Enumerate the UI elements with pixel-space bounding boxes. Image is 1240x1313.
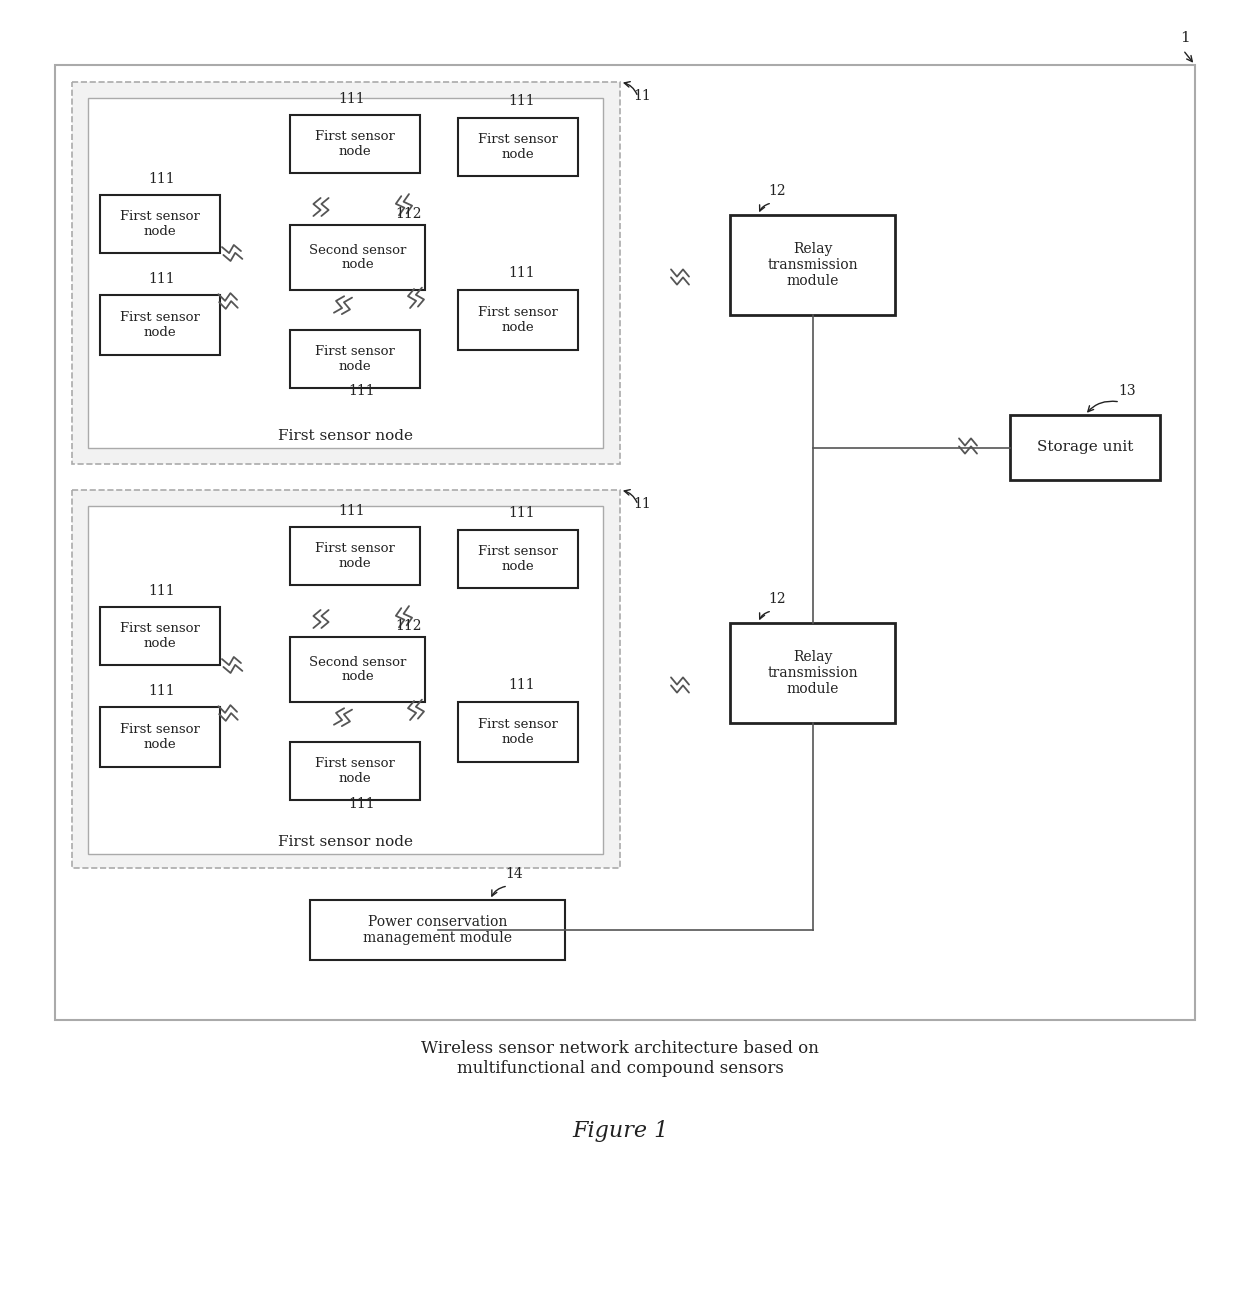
Bar bbox=[55, 66, 1195, 1020]
Text: 111: 111 bbox=[508, 267, 534, 280]
Bar bbox=[100, 295, 219, 355]
Text: 11: 11 bbox=[632, 498, 651, 511]
Text: 1: 1 bbox=[1180, 32, 1189, 45]
Text: Power conservation
management module: Power conservation management module bbox=[363, 915, 512, 945]
Text: 12: 12 bbox=[768, 592, 786, 607]
Bar bbox=[72, 81, 620, 463]
Text: Storage unit: Storage unit bbox=[1037, 440, 1133, 454]
Bar bbox=[290, 116, 420, 173]
Text: 12: 12 bbox=[768, 184, 786, 198]
Text: Relay
transmission
module: Relay transmission module bbox=[768, 650, 858, 696]
Text: First sensor node: First sensor node bbox=[278, 835, 413, 850]
Bar bbox=[290, 637, 425, 702]
Text: First sensor
node: First sensor node bbox=[120, 210, 200, 238]
Text: First sensor
node: First sensor node bbox=[315, 345, 394, 373]
Bar bbox=[310, 899, 565, 960]
Text: First sensor
node: First sensor node bbox=[120, 622, 200, 650]
Bar bbox=[88, 506, 603, 853]
Bar bbox=[730, 622, 895, 723]
Text: Relay
transmission
module: Relay transmission module bbox=[768, 242, 858, 288]
Text: First sensor
node: First sensor node bbox=[479, 306, 558, 334]
Bar bbox=[1011, 415, 1159, 481]
Bar bbox=[100, 706, 219, 767]
Text: 11: 11 bbox=[632, 89, 651, 102]
Bar bbox=[458, 290, 578, 351]
Text: 112: 112 bbox=[396, 207, 422, 221]
Bar bbox=[730, 215, 895, 315]
Bar bbox=[100, 196, 219, 253]
Text: Second sensor
node: Second sensor node bbox=[309, 243, 407, 272]
Text: First sensor
node: First sensor node bbox=[120, 311, 200, 339]
Text: First sensor
node: First sensor node bbox=[315, 130, 394, 158]
Text: First sensor
node: First sensor node bbox=[479, 545, 558, 572]
Text: 111: 111 bbox=[508, 678, 534, 692]
Bar bbox=[100, 607, 219, 664]
Text: First sensor
node: First sensor node bbox=[120, 723, 200, 751]
Bar bbox=[290, 527, 420, 586]
Text: 111: 111 bbox=[148, 272, 175, 286]
Bar bbox=[290, 225, 425, 290]
Text: 111: 111 bbox=[148, 584, 175, 597]
Text: Wireless sensor network architecture based on
multifunctional and compound senso: Wireless sensor network architecture bas… bbox=[422, 1040, 818, 1077]
Bar bbox=[88, 98, 603, 448]
Text: 111: 111 bbox=[508, 506, 534, 520]
Text: 111: 111 bbox=[348, 797, 374, 811]
Bar bbox=[290, 330, 420, 389]
Bar bbox=[72, 490, 620, 868]
Text: 111: 111 bbox=[339, 92, 365, 106]
Text: 13: 13 bbox=[1118, 383, 1136, 398]
Bar bbox=[458, 530, 578, 588]
Text: 111: 111 bbox=[348, 383, 374, 398]
Text: 14: 14 bbox=[505, 867, 523, 881]
Text: 112: 112 bbox=[396, 618, 422, 633]
Text: 111: 111 bbox=[508, 95, 534, 108]
Text: First sensor
node: First sensor node bbox=[479, 133, 558, 161]
Text: 111: 111 bbox=[148, 684, 175, 699]
Text: First sensor
node: First sensor node bbox=[479, 718, 558, 746]
Text: First sensor
node: First sensor node bbox=[315, 758, 394, 785]
Text: First sensor
node: First sensor node bbox=[315, 542, 394, 570]
Text: 111: 111 bbox=[339, 504, 365, 519]
Text: Figure 1: Figure 1 bbox=[572, 1120, 668, 1142]
Text: Second sensor
node: Second sensor node bbox=[309, 655, 407, 684]
Text: 111: 111 bbox=[148, 172, 175, 186]
Bar bbox=[290, 742, 420, 800]
Text: First sensor node: First sensor node bbox=[278, 429, 413, 442]
Bar bbox=[458, 118, 578, 176]
Bar bbox=[458, 702, 578, 762]
